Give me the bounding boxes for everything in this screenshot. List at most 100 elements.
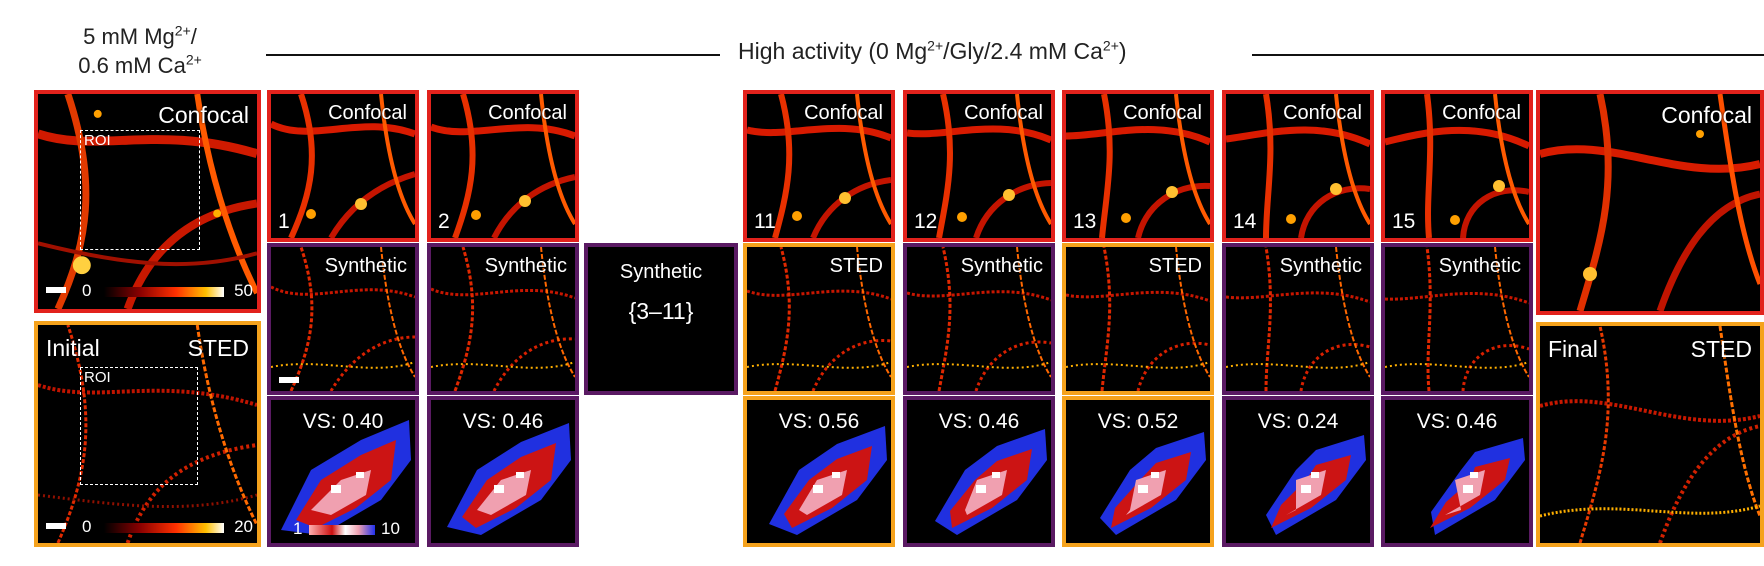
neuron-image [38,325,257,543]
scale-bar [46,523,66,529]
timepoint-confocal-panel: Confocal 14 [1222,90,1374,242]
vs-map-panel: VS: 0.40 1 10 [267,396,419,547]
condition-header-high-activity: High activity (0 Mg2+/Gly/2.4 mM Ca2+) [738,37,1127,64]
synthetic-range-box: Synthetic {3–11} [584,243,738,395]
neuron-image [271,94,415,238]
neuron-image [747,247,891,391]
timepoint-synthetic-panel: Synthetic [1381,243,1533,395]
timepoint-index: 11 [754,210,776,233]
sted-label: STED [1148,255,1202,277]
neuron-image [907,94,1051,238]
timepoint-index: 15 [1392,210,1416,233]
synthetic-label: Synthetic [484,255,567,277]
colorbar-min: 0 [82,517,92,536]
vs-colorbar-max: 10 [381,519,400,538]
vs-score: VS: 0.40 [302,410,384,433]
timepoint-index: 12 [914,210,938,233]
neuron-image [1226,94,1370,238]
timepoint-confocal-panel: Confocal 13 [1062,90,1214,242]
neuron-image [1385,94,1529,238]
initial-label: Initial [46,335,100,361]
initial-sted-panel: ROI Initial STED 0 20 [34,321,261,547]
neuron-image [747,94,891,238]
scale-bar [279,377,299,383]
confocal-label: Confocal [488,102,567,124]
timepoint-synthetic-panel: Synthetic [427,243,579,395]
vs-colorbar [309,525,375,535]
synthetic-range-value: {3–11} [628,298,694,324]
timepoint-synthetic-panel: Synthetic [267,243,419,395]
confocal-label: Confocal [328,102,407,124]
timepoint-index: 13 [1073,210,1097,233]
vs-score: VS: 0.46 [462,410,544,433]
condition-header-low-activity: 5 mM Mg2+/ 0.6 mM Ca2+ [78,22,202,78]
vs-map-image [1430,438,1525,535]
timepoint-index: 1 [278,210,290,233]
timepoint-index: 14 [1233,210,1257,233]
timepoint-synthetic-panel: Synthetic [903,243,1055,395]
roi-box [80,367,198,485]
neuron-image [1540,94,1760,311]
timepoint-confocal-panel: Confocal 12 [903,90,1055,242]
timepoint-confocal-panel: Confocal 1 [267,90,419,242]
colorbar-hot [104,287,224,297]
vs-score: VS: 0.46 [938,410,1020,433]
neuron-image [1226,247,1370,391]
final-label: Final [1548,336,1598,362]
timepoint-confocal-panel: Confocal 11 [743,90,895,242]
synthetic-label: Synthetic [1279,255,1362,277]
vs-map-image [1100,432,1206,535]
neuron-image [431,94,575,238]
vs-map-panel: VS: 0.46 [1381,396,1533,547]
sted-label: STED [829,255,883,277]
colorbar-hot [104,523,224,533]
neuron-image [907,247,1051,391]
vs-map-panel: VS: 0.56 [743,396,895,547]
vs-colorbar-min: 1 [293,519,303,538]
vs-map-image [1266,435,1366,535]
synthetic-label: Synthetic [1438,255,1521,277]
colorbar-max: 50 [234,281,253,300]
header-rule-left [266,54,720,56]
sted-label: STED [1690,336,1752,362]
timepoint-synthetic-panel: Synthetic [1222,243,1374,395]
vs-map-image [447,423,571,535]
neuron-image [431,247,575,391]
colorbar-max: 20 [234,517,253,536]
confocal-label: Confocal [1661,102,1752,128]
confocal-label: Confocal [804,102,883,124]
initial-confocal-panel: ROI Confocal 0 50 [34,90,261,313]
neuron-image [1385,247,1529,391]
confocal-label: Confocal [1123,102,1202,124]
vs-score: VS: 0.56 [778,410,860,433]
vs-map-image [769,426,887,535]
synthetic-range-title: Synthetic [619,261,703,283]
vs-score: VS: 0.24 [1257,410,1339,433]
vs-score: VS: 0.46 [1416,410,1498,433]
colorbar-min: 0 [82,281,92,300]
neuron-image [1540,326,1760,543]
vs-map-image [935,429,1047,535]
vs-map-panel: VS: 0.46 [903,396,1055,547]
timepoint-sted-panel: STED [1062,243,1214,395]
confocal-label: Confocal [158,102,249,128]
roi-label: ROI [84,369,111,386]
vs-map-panel: VS: 0.52 [1062,396,1214,547]
final-confocal-panel: Confocal [1536,90,1764,315]
confocal-label: Confocal [964,102,1043,124]
synthetic-label: Synthetic [324,255,407,277]
neuron-image [1066,247,1210,391]
roi-box [80,130,200,250]
roi-label: ROI [84,132,111,149]
neuron-image [271,247,415,391]
final-sted-panel: Final STED [1536,322,1764,547]
vs-score: VS: 0.52 [1097,410,1179,433]
neuron-image [1066,94,1210,238]
vs-map-panel: VS: 0.24 [1222,396,1374,547]
timepoint-confocal-panel: Confocal 15 [1381,90,1533,242]
timepoint-confocal-panel: Confocal 2 [427,90,579,242]
sted-label: STED [187,335,249,361]
vs-map-panel: VS: 0.46 [427,396,579,547]
vs-map-image [281,420,411,535]
synthetic-label: Synthetic [960,255,1043,277]
